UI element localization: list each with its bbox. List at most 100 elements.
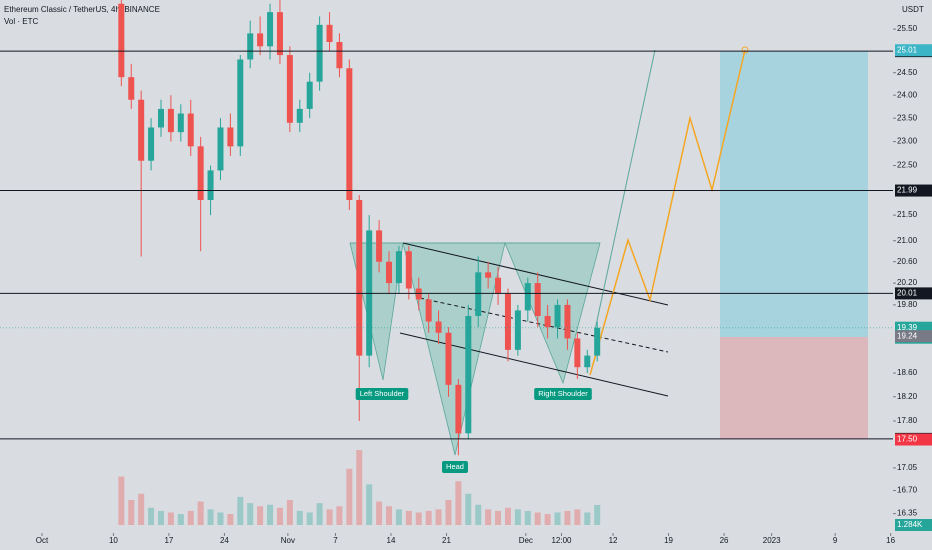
volume-bar <box>415 512 422 525</box>
candle-body <box>415 288 422 300</box>
y-tick-label: 21.00 <box>897 236 918 245</box>
price-tag-label: 19.39 <box>897 323 918 332</box>
x-tick-label: 12:00 <box>551 536 572 545</box>
candle-body <box>574 338 581 368</box>
candle-body <box>227 127 234 147</box>
candle-body <box>395 251 402 284</box>
x-tick-label: 9 <box>833 536 838 545</box>
currency: USDT <box>902 5 924 14</box>
candle-body <box>504 293 511 350</box>
price-tag <box>895 44 932 57</box>
target-zone <box>720 51 868 337</box>
y-tick-label: 16.35 <box>897 509 918 518</box>
y-tick-label: 23.00 <box>897 137 918 146</box>
candle-body <box>356 200 363 356</box>
candle-body <box>475 272 482 316</box>
y-tick-label: 20.20 <box>897 278 918 287</box>
candle-body <box>247 33 254 60</box>
volume-bar <box>227 514 234 525</box>
volume-bar <box>118 476 125 525</box>
candle-body <box>425 299 432 322</box>
annotation: Right Shoulder <box>538 389 588 398</box>
candle-body <box>554 304 561 328</box>
y-tick-label: 16.70 <box>897 486 918 495</box>
x-tick-label: 10 <box>109 536 118 545</box>
level-tag <box>895 184 932 197</box>
volume-bar <box>425 510 432 525</box>
x-tick-label: Nov <box>281 536 295 545</box>
annotation-box <box>442 461 468 473</box>
x-tick-label: 21 <box>442 536 451 545</box>
volume-bar <box>485 509 492 525</box>
price-tag <box>895 330 932 343</box>
volume-bar <box>395 509 402 525</box>
volume-bar <box>336 506 343 525</box>
annotation: Left Shoulder <box>360 389 405 398</box>
volume-bar <box>237 496 244 525</box>
volume-bar <box>316 503 323 525</box>
volume-bar <box>346 468 353 525</box>
volume-bar <box>177 514 184 525</box>
candle-body <box>306 81 313 109</box>
candle-body <box>445 332 452 385</box>
y-tick-label: 18.20 <box>897 392 918 401</box>
candle-body <box>157 108 164 128</box>
y-tick-label: 19.80 <box>897 300 918 309</box>
y-tick-label: 18.60 <box>897 368 918 377</box>
y-tick-label: 22.50 <box>897 161 918 170</box>
x-tick-label: 2023 <box>763 536 781 545</box>
volume-bar <box>187 510 194 525</box>
candle-body <box>286 55 293 123</box>
x-tick-label: Dec <box>519 536 533 545</box>
volume-bar <box>465 493 472 525</box>
x-tick-label: 24 <box>220 536 229 545</box>
level-label: 21.99 <box>897 186 918 195</box>
candle-body <box>237 59 244 147</box>
x-tick-label: 7 <box>333 536 338 545</box>
candle-body <box>207 170 214 201</box>
candle-body <box>118 3 125 78</box>
volume-bar <box>128 500 135 525</box>
volume-bar <box>247 503 254 525</box>
volume-bar <box>584 512 591 525</box>
volume-bar <box>405 510 412 525</box>
candle-body <box>326 24 333 43</box>
price-axis <box>893 0 932 550</box>
projection-path <box>589 49 746 376</box>
candle-body <box>534 283 541 316</box>
annotation: Head <box>446 462 464 471</box>
volume-bar <box>564 510 571 525</box>
candle-body <box>594 327 601 356</box>
candle-body <box>217 127 224 171</box>
chart-subtitle: Vol · ETC <box>4 17 38 26</box>
volume-bar <box>267 504 274 525</box>
candle-body <box>544 315 551 328</box>
candle-body <box>296 108 303 123</box>
projection-line <box>594 49 656 331</box>
candle-body <box>177 113 184 133</box>
candle-body <box>386 261 393 284</box>
candle-body <box>465 315 472 434</box>
volume-bar <box>197 501 204 525</box>
volume-bar <box>524 510 531 525</box>
volume-tag-label: 1.284K <box>897 520 923 529</box>
candle-body <box>346 68 353 201</box>
volume-bar <box>376 501 383 525</box>
volume-bar <box>455 481 462 525</box>
candle-body <box>514 310 521 350</box>
candle-body <box>435 321 442 333</box>
candle-body <box>128 77 135 100</box>
volume-bar <box>475 504 482 525</box>
volume-bar <box>445 500 452 525</box>
candle-body <box>316 24 323 82</box>
price-tag <box>895 433 932 446</box>
candle-body <box>336 42 343 69</box>
volume-bar <box>296 510 303 525</box>
volume-bar <box>276 507 283 525</box>
annotation-box <box>355 388 409 400</box>
volume-bar <box>207 509 214 525</box>
volume-bar <box>514 509 521 525</box>
volume-bar <box>534 512 541 525</box>
volume-bar <box>167 512 174 525</box>
volume-bar <box>435 509 442 525</box>
